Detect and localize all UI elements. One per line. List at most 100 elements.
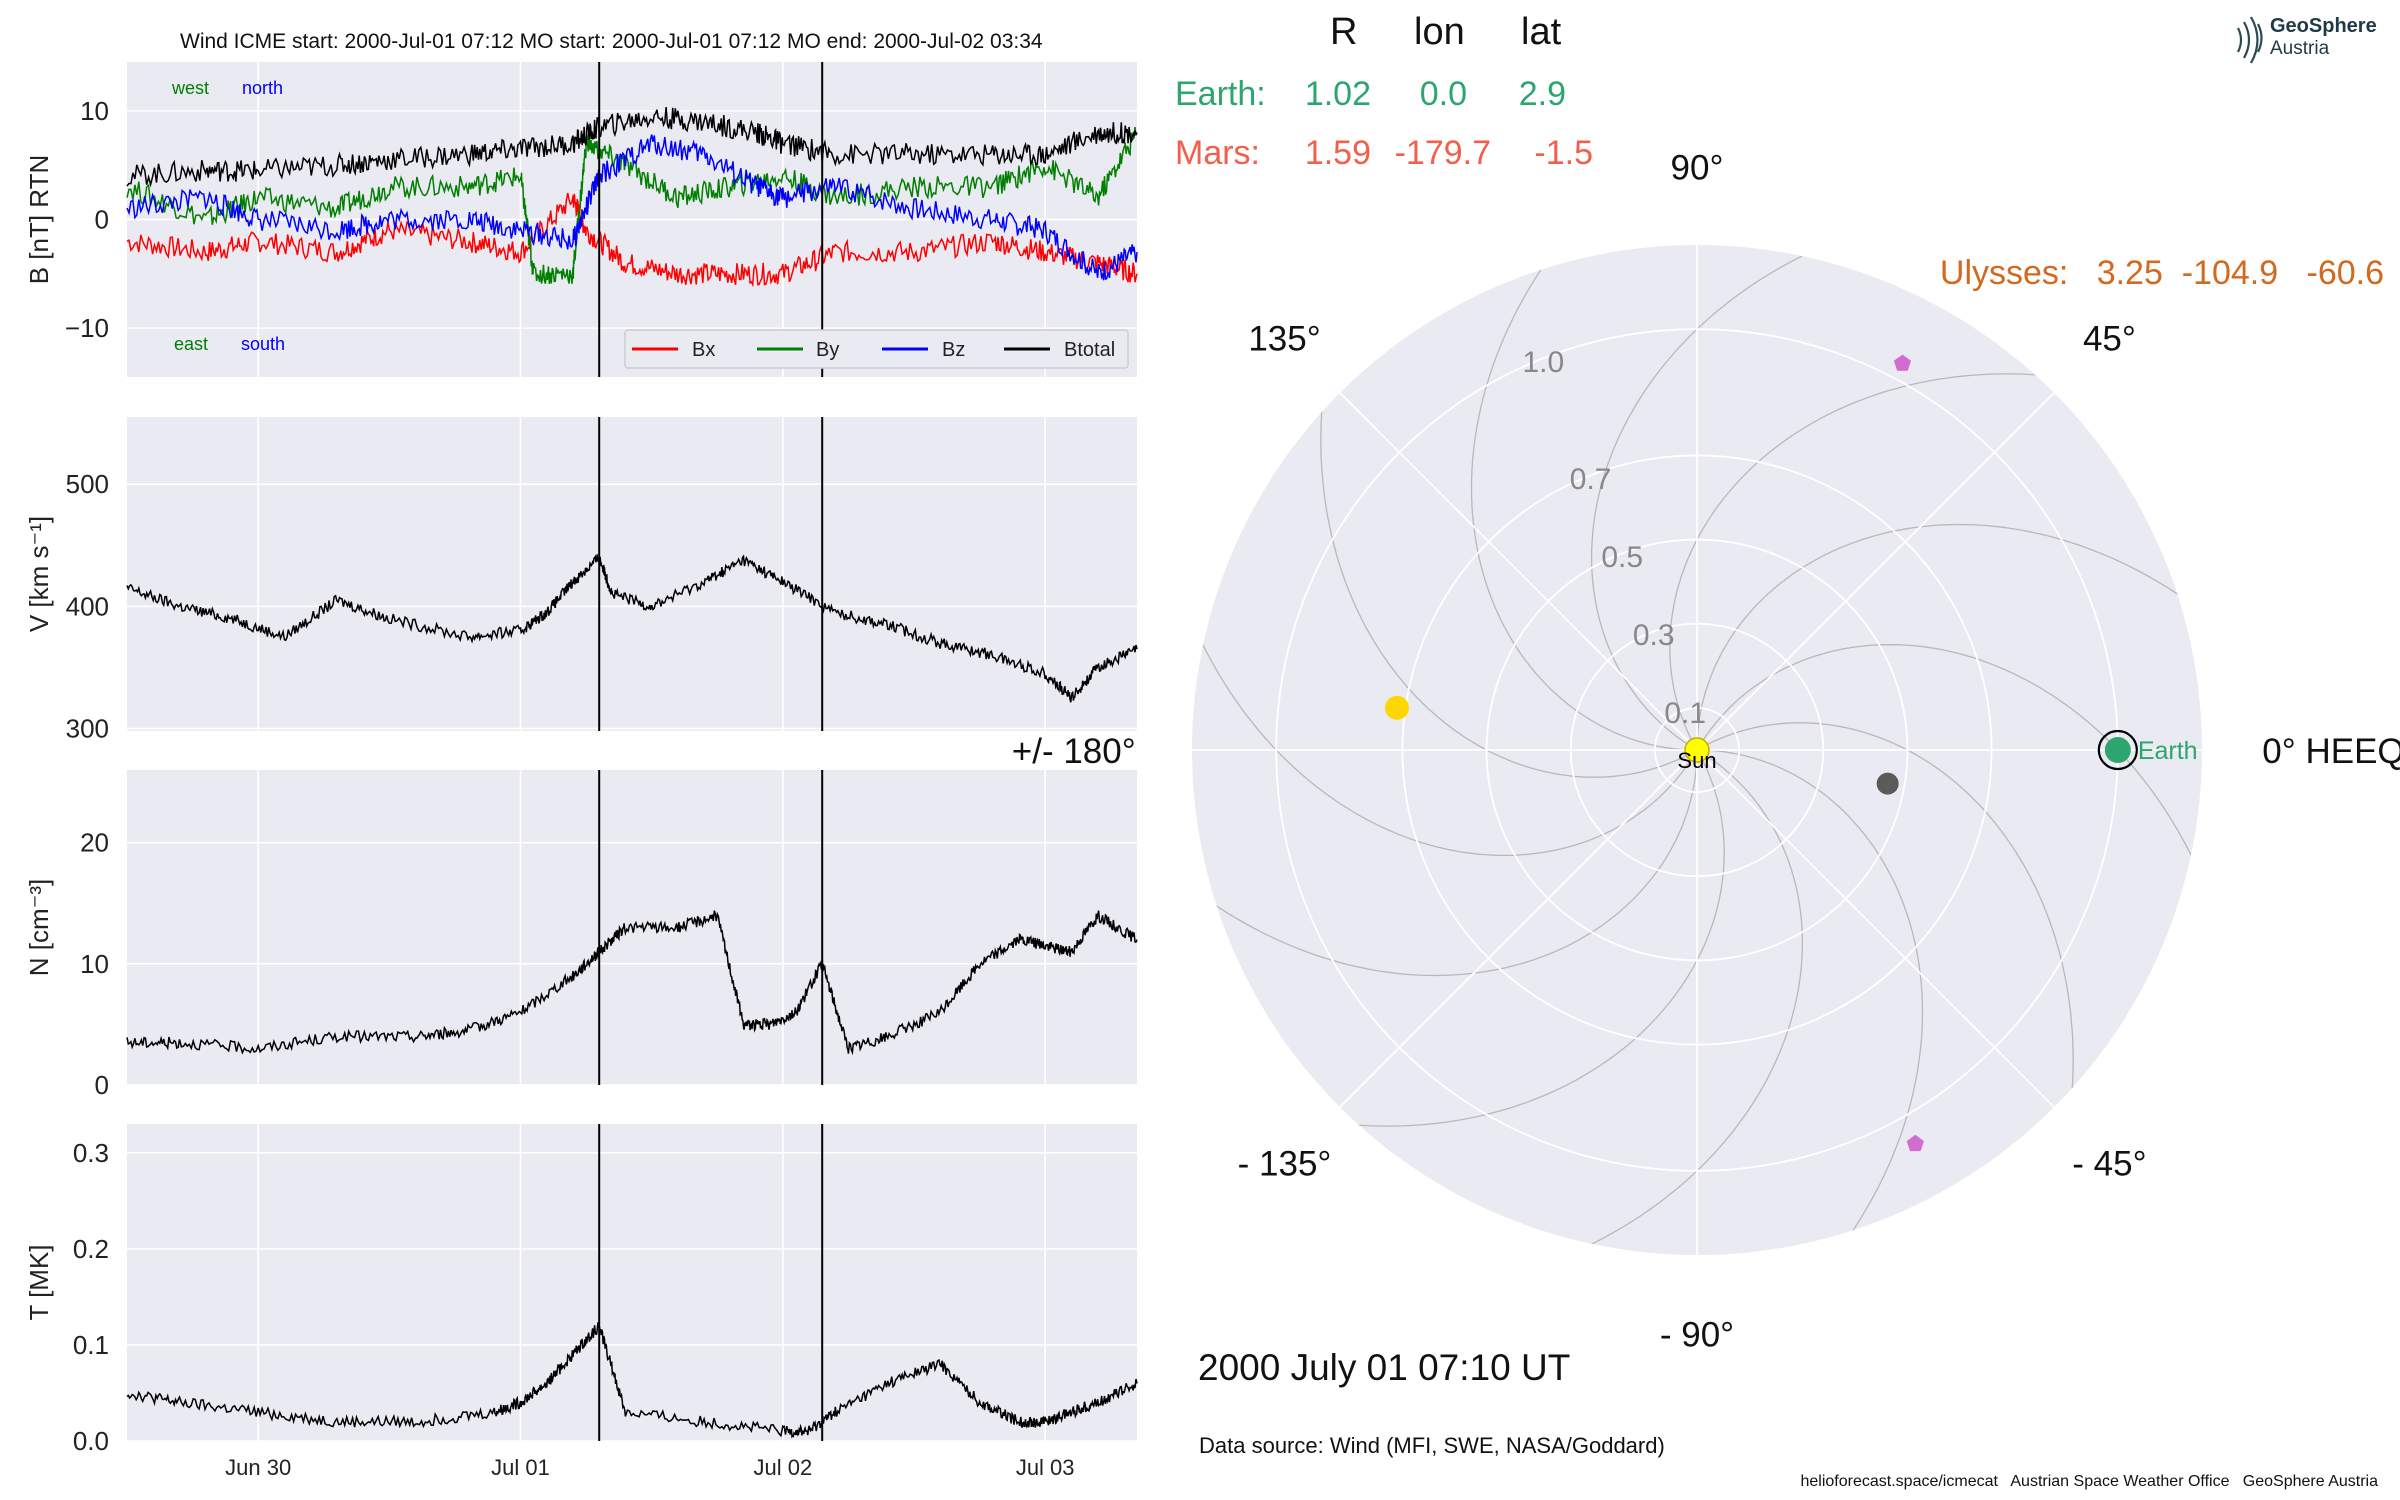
radial-tick-label: 0.5 (1601, 541, 1643, 574)
angle-label: 90° (1671, 149, 1724, 188)
spiral-line (1696, 523, 2202, 751)
annotation-south: south (241, 334, 285, 354)
angle-label: - 135° (1238, 1144, 1332, 1183)
spiral-line (1318, 749, 1725, 1127)
y-tick-label: 0 (95, 205, 109, 235)
spiral-line (1590, 245, 1840, 751)
mars-label: Mars: (1175, 134, 1260, 172)
table-header-lon: lon (1414, 11, 1465, 53)
series-t-line (126, 1322, 1138, 1439)
spiral-line (1554, 749, 1804, 1255)
earth-lat: 2.9 (1519, 75, 1566, 113)
x-tick-label: Jul 01 (491, 1455, 550, 1480)
y-tick-label: 20 (80, 828, 109, 858)
spiral-line (1320, 371, 1698, 778)
annotation-west: west (171, 78, 209, 98)
y-axis-label: N [cm⁻³] (24, 879, 54, 977)
y-tick-label: 0 (95, 1070, 109, 1100)
series-bx-line (126, 192, 1138, 288)
spiral-line (1696, 749, 1924, 1255)
y-tick-label: 0.2 (73, 1234, 109, 1264)
spiral-line (1470, 245, 1698, 751)
legend-label-btotal: Btotal (1064, 339, 1115, 361)
radial-tick-label: 0.1 (1664, 697, 1706, 730)
mars-lat: -1.5 (1534, 134, 1593, 172)
logo-text-line2: Austria (2270, 38, 2330, 59)
plot-area (127, 417, 1137, 731)
probe-north-marker (1893, 354, 1911, 371)
probe-south-marker (1906, 1134, 1924, 1152)
spiral-line (1696, 722, 2074, 1129)
logo-icon (2237, 16, 2263, 64)
y-tick-label: −10 (65, 313, 109, 343)
b-legend: Bx By Bz Btotal (624, 329, 1129, 369)
series-bz-line (126, 134, 1138, 281)
y-axis-label: B [nT] RTN (24, 155, 54, 285)
angle-label: 0° HEEQ (2262, 732, 2400, 771)
spiral-line (1696, 643, 2202, 893)
data-source: Data source: Wind (MFI, SWE, NASA/Goddar… (1199, 1433, 1665, 1458)
geosphere-logo: GeoSphere Austria (2237, 15, 2377, 64)
series-n-line (126, 910, 1138, 1056)
mars-lon: -179.7 (1395, 134, 1491, 172)
y-tick-label: 400 (66, 591, 109, 621)
x-tick-label: Jul 03 (1016, 1455, 1075, 1480)
radial-tick-label: 0.7 (1570, 463, 1612, 496)
y-tick-label: 0.3 (73, 1138, 109, 1168)
y-tick-label: 0.0 (73, 1426, 109, 1456)
radial-tick-label: 0.3 (1633, 619, 1675, 652)
y-axis-label: T [MK] (24, 1244, 54, 1320)
y-tick-label: 10 (80, 96, 109, 126)
annotation-east: east (174, 334, 208, 354)
spiral-line (1192, 749, 1698, 977)
logo-text-line1: GeoSphere (2270, 15, 2377, 37)
earth-target-ring (2097, 729, 2138, 771)
temperature-panel: 0.3 0.2 0.1 0.0 T [MK] Jun 30 Jul 01 Jul 02 Jul … (24, 1124, 1138, 1480)
parker-spirals (1192, 245, 2202, 1255)
sun-label: Sun (1677, 748, 1716, 773)
earth-marker (2104, 737, 2131, 763)
series-v-line (126, 554, 1138, 703)
y-tick-label: 10 (80, 949, 109, 979)
venus-marker (1384, 695, 1409, 720)
b-field-panel: 10 0 −10 B [nT] RTN (24, 62, 1138, 377)
earth-label: Earth (2138, 737, 2198, 765)
speed-panel: 500 400 300 V [km s⁻¹] (24, 417, 1138, 744)
angle-label: 45° (2083, 320, 2136, 359)
y-tick-label: 0.1 (73, 1330, 109, 1360)
plot-area (127, 1124, 1137, 1441)
mars-r: 1.59 (1305, 134, 1371, 172)
x-tick-label: Jul 02 (753, 1455, 812, 1480)
sun-marker (1684, 737, 1710, 763)
series-btotal-line (126, 107, 1138, 188)
density-panel: 20 10 0 N [cm⁻³] (24, 770, 1138, 1100)
legend-label-bz: Bz (942, 339, 965, 361)
earth-r: 1.02 (1305, 75, 1371, 113)
y-tick-label: 500 (66, 469, 109, 499)
legend-label-by: By (816, 339, 839, 361)
y-tick-label: 300 (66, 714, 109, 744)
series-by-line (126, 127, 1138, 284)
time-label: 2000 July 01 07:10 UT (1198, 1347, 1570, 1388)
earth-lon: 0.0 (1420, 75, 1467, 113)
x-tick-label: Jun 30 (225, 1455, 291, 1480)
table-header-r: R (1330, 11, 1357, 53)
polar-plot: 1.0 0.7 0.5 0.3 0.1 90° 45° 0° HEEQ - 45° - 90° - … (1012, 149, 2400, 1355)
spiral-line (1669, 373, 2076, 751)
annotation-north: north (242, 78, 283, 98)
mercury-marker (1876, 772, 1899, 795)
angle-label: 135° (1248, 320, 1320, 359)
angle-label: - 90° (1660, 1315, 1734, 1354)
legend-label-bx: Bx (692, 339, 715, 361)
ulysses-row: Ulysses: 3.25 -104.9 -60.6 (1940, 254, 2384, 292)
header-title: Wind ICME start: 2000-Jul-01 07:12 MO st… (180, 30, 1043, 53)
y-axis-label: V [km s⁻¹] (24, 516, 54, 632)
table-header-lat: lat (1521, 11, 1562, 53)
positions-table: R lon lat Earth: 1.02 0.0 2.9 Mars: 1.59… (1175, 11, 2384, 292)
earth-label: Earth: (1175, 75, 1266, 113)
footer-credits: helioforecast.space/icmecat Austrian Spa… (1801, 1473, 2379, 1490)
spiral-line (1192, 607, 1698, 857)
angle-label: - 45° (2072, 1144, 2146, 1183)
radial-tick-label: 1.0 (1522, 346, 1564, 379)
